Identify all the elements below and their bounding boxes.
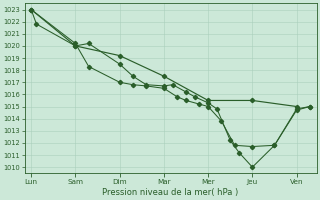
X-axis label: Pression niveau de la mer( hPa ): Pression niveau de la mer( hPa ) bbox=[102, 188, 239, 197]
